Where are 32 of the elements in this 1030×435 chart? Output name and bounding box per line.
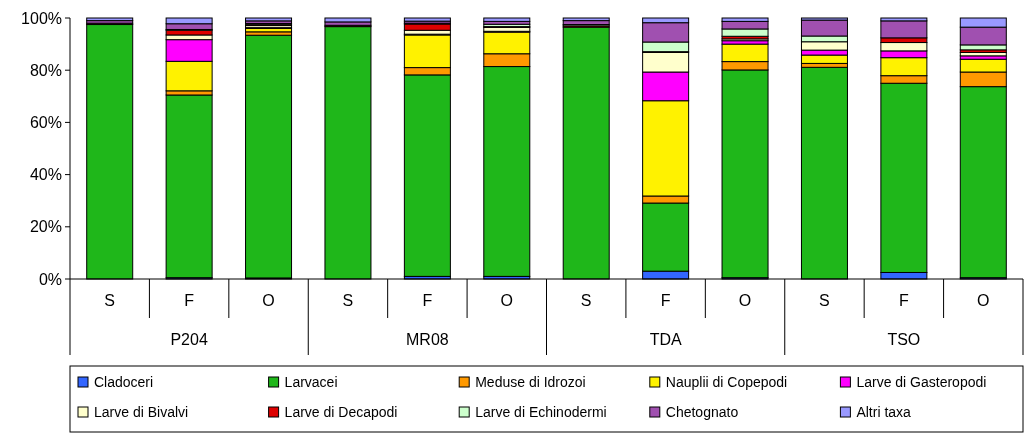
text: TDA [649,331,682,348]
x-tick-label: F [660,292,671,309]
x-tick-label: S [580,292,592,309]
y-tick-label: 100% [21,9,62,27]
legend-label: Meduse di Idrozoi [475,373,586,390]
y-tick-label: 60% [29,114,62,131]
text: MR08 [406,331,449,348]
x-tick-label: S [104,292,116,309]
x-tick-label: F [422,292,433,309]
legend-label: Altri taxa [856,403,912,420]
legend-label: Larve di Echinodermi [475,403,607,420]
legend-label: Larve di Decapodi [284,403,398,420]
x-tick-label: S [342,292,354,309]
x-tick-label: O [738,292,752,309]
text: P204 [170,331,208,348]
y-tick-label: 0% [38,270,62,288]
x-tick-label: F [898,292,909,309]
legend-label: Nauplii di Copepodi [665,373,788,390]
legend-label: Larve di Bivalvi [94,403,189,420]
legend-label: Cladoceri [94,373,154,390]
y-tick-label: 80% [29,61,62,79]
text: TSO [887,331,921,348]
legend-label: Larve di Gasteropodi [856,373,987,390]
y-tick-label: 20% [29,218,62,236]
x-tick-label: S [819,292,830,309]
y-tick-label: 40% [29,166,62,184]
x-tick-label: F [184,292,195,309]
legend-label: Larvacei [284,373,338,390]
x-tick-label: O [977,292,990,309]
legend-label: Chetognato [665,403,739,420]
x-tick-label: O [500,292,514,309]
x-tick-label: O [262,292,275,309]
